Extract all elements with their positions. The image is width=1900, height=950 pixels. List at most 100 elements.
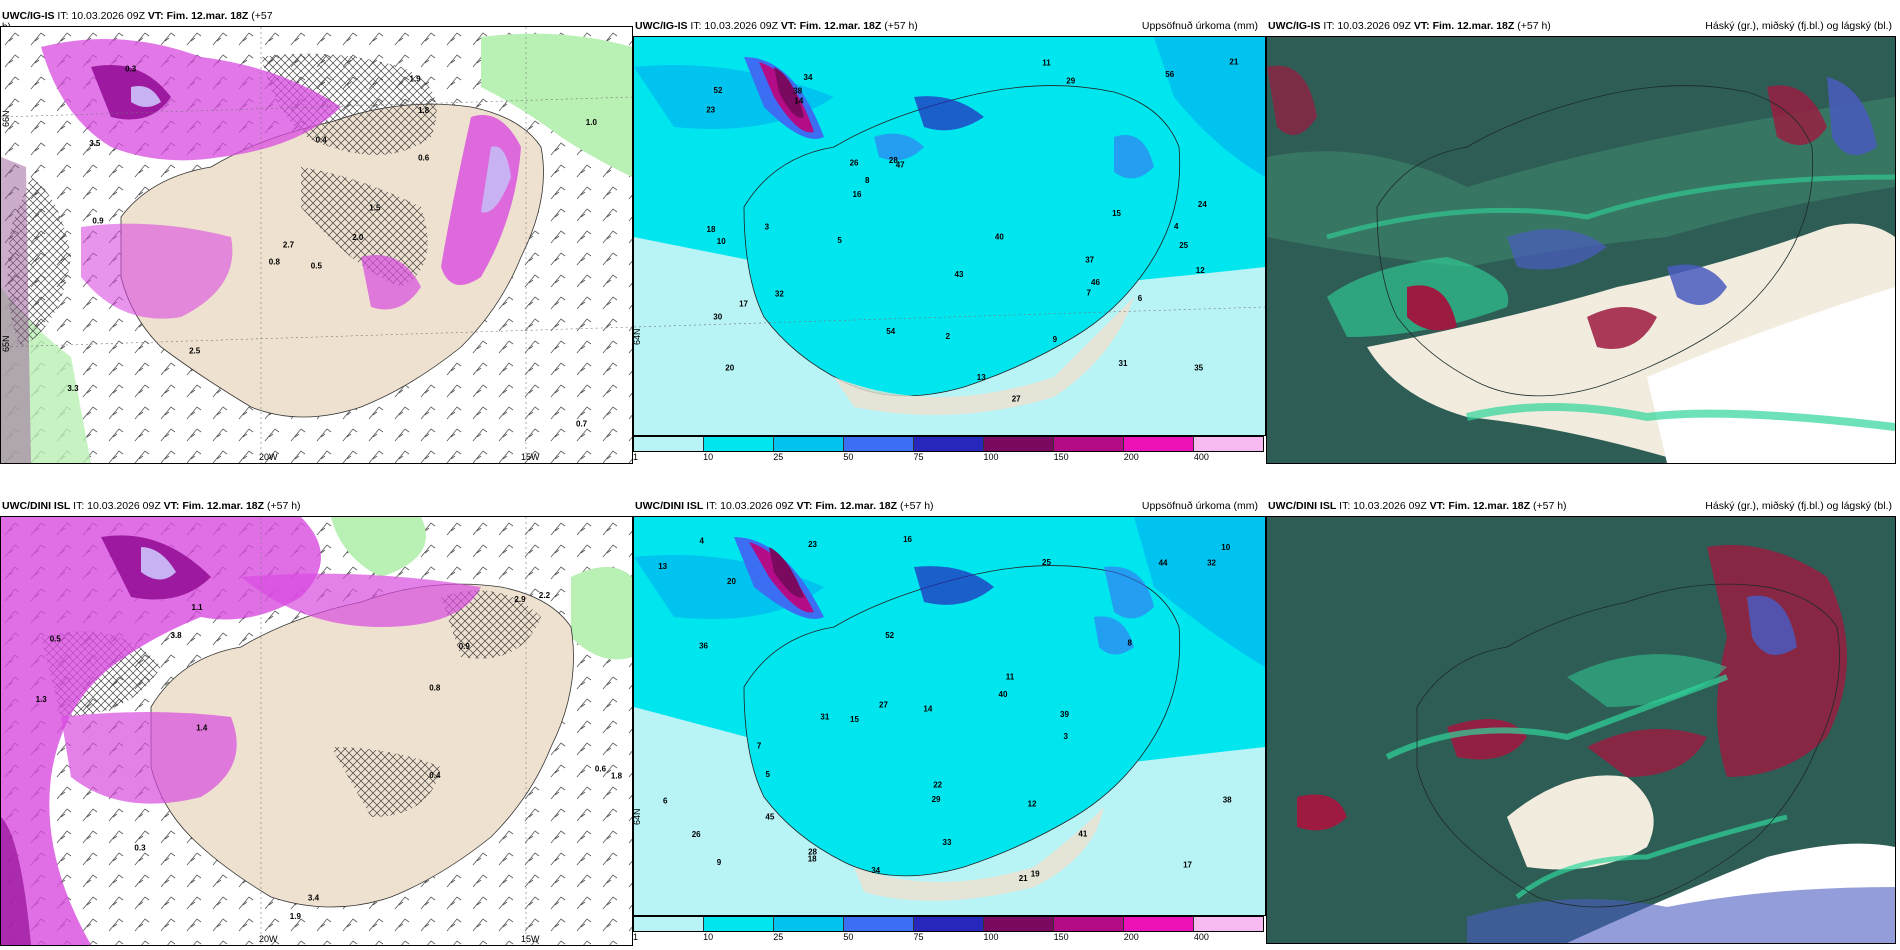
map-value-label: 24 — [1198, 200, 1207, 209]
panel-header: UWC/IG-IS IT: 10.03.2026 09Z VT: Fim. 12… — [635, 20, 1262, 36]
colorbar-segment — [704, 437, 774, 451]
map-value-label: 28 — [889, 156, 898, 165]
map-value-label: 40 — [999, 690, 1008, 699]
colorbar-ticks: 1 10 25 50 75 100 150 200 400 — [633, 452, 1264, 464]
map-value-label: 7 — [757, 742, 762, 751]
map-value-label: 0.8 — [429, 683, 441, 692]
colorbar-segment — [774, 437, 844, 451]
colorbar-tick: 50 — [843, 452, 854, 462]
colorbar-segment — [844, 917, 914, 931]
map-value-label: 26 — [850, 158, 859, 167]
map-value-label: 54 — [886, 327, 895, 336]
colorbar — [633, 436, 1264, 452]
map-value-label: 13 — [977, 373, 986, 382]
lon-label: 20W — [259, 934, 278, 944]
map-value-label: 0.9 — [459, 642, 471, 651]
map-value-label: 21 — [1229, 58, 1238, 67]
map-value-label: 0.7 — [576, 419, 588, 428]
map-cloud-cover[interactable] — [1266, 516, 1896, 944]
map-value-label: 2.0 — [352, 233, 364, 242]
map-value-label: 0.9 — [92, 217, 104, 226]
map-value-label: 27 — [879, 701, 888, 710]
map-value-label: 16 — [853, 190, 862, 199]
init-time: IT: 10.03.2026 09Z — [690, 20, 778, 32]
lead-time: (+57 h) — [266, 500, 301, 512]
map-value-label: 37 — [1085, 256, 1094, 265]
iceland-coastline — [1376, 85, 1814, 397]
map-precip-type[interactable]: 20W 15W 0.5 3.8 0.8 3.4 2.9 1.9 0.4 1.4 2.2 1.8 0.… — [0, 516, 633, 946]
map-value-label: 0.3 — [134, 844, 146, 853]
map-value-label: 0.6 — [418, 153, 430, 162]
map-value-label: 0.5 — [50, 635, 62, 644]
map-value-label: 34 — [871, 866, 880, 875]
map-value-label: 52 — [714, 86, 723, 95]
map-value-label: 15 — [850, 715, 859, 724]
map-value-label: 52 — [885, 631, 894, 640]
lon-label: 20W — [259, 452, 278, 462]
map-value-label: 2.7 — [283, 241, 295, 250]
map-value-label: 1.8 — [418, 106, 430, 115]
map-accum-precip[interactable]: 64N 37 25 20 34 47 31 30 29 26 27 23 18 52 35 54 24 43 40… — [633, 36, 1266, 436]
map-value-label: 8 — [865, 176, 870, 185]
map-value-label: 29 — [932, 795, 941, 804]
model-name: UWC/IG-IS — [1268, 20, 1321, 32]
valid-time: VT: Fim. 12.mar. 18Z — [780, 20, 882, 32]
colorbar-segment — [634, 917, 704, 931]
map-value-label: 38 — [793, 87, 802, 96]
init-time: IT: 10.03.2026 09Z — [73, 500, 161, 512]
map-value-label: 9 — [1053, 335, 1058, 344]
panel-clouds-ig: UWC/IG-IS IT: 10.03.2026 09Z VT: Fim. 12… — [1266, 10, 1900, 464]
map-precip-type[interactable]: 20W 15W 66N 65N 0.5 3.5 2.7 3.3 1.5 2.5 1.9 0.4… — [0, 26, 633, 464]
field-title: Uppsöfnuð úrkoma (mm) — [1141, 500, 1258, 512]
map-value-label: 2.5 — [189, 347, 201, 356]
map-value-label: 1.9 — [290, 912, 302, 921]
map-value-label: 38 — [1223, 796, 1232, 805]
map-value-label: 22 — [933, 781, 942, 790]
map-accum-precip[interactable]: 64N 34 21 28 41 23 20 31 17 16 52 44 33 27 29 25 40 36 18… — [633, 516, 1266, 916]
map-value-label: 10 — [717, 237, 726, 246]
map-value-label: 23 — [808, 540, 817, 549]
map-value-label: 8 — [1128, 639, 1133, 648]
colorbar-tick: 100 — [983, 932, 999, 942]
colorbar-tick: 25 — [773, 452, 784, 462]
map-value-label: 6 — [663, 797, 668, 806]
colorbar-tick: 150 — [1053, 932, 1069, 942]
map-value-label: 23 — [706, 106, 715, 115]
valid-time: VT: Fim. 12.mar. 18Z — [163, 500, 265, 512]
init-time: IT: 10.03.2026 09Z — [57, 10, 145, 22]
map-value-label: 46 — [1091, 278, 1100, 287]
map-value-label: 5 — [837, 236, 842, 245]
map-value-label: 1.1 — [192, 603, 204, 612]
map-value-label: 34 — [804, 73, 813, 82]
map-value-label: 26 — [692, 830, 701, 839]
colorbar-segment — [1194, 437, 1263, 451]
colorbar-segment — [1054, 917, 1124, 931]
panel-precip-type-dini: UWC/DINI ISL IT: 10.03.2026 09Z VT: Fim.… — [0, 490, 633, 950]
map-value-label: 47 — [896, 160, 905, 169]
map-value-label: 56 — [1165, 70, 1174, 79]
map-value-label: 30 — [713, 313, 722, 322]
valid-time: VT: Fim. 12.mar. 18Z — [147, 10, 249, 22]
map-value-label: 16 — [903, 535, 912, 544]
iceland-landmass — [743, 565, 1181, 877]
map-value-label: 31 — [1119, 359, 1128, 368]
colorbar-segment — [1054, 437, 1124, 451]
init-time: IT: 10.03.2026 09Z — [1339, 500, 1427, 512]
colorbar-tick: 100 — [983, 452, 999, 462]
map-value-label: 40 — [995, 233, 1004, 242]
map-value-label: 31 — [820, 712, 829, 721]
colorbar-tick: 1 — [633, 452, 639, 462]
map-value-label: 0.3 — [125, 64, 137, 73]
lat-label: 66N — [1, 110, 11, 127]
map-value-label: 2.2 — [539, 591, 551, 600]
map-value-label: 4 — [1174, 222, 1179, 231]
colorbar-tick: 200 — [1123, 932, 1139, 942]
map-value-label: 3 — [1064, 732, 1069, 741]
lon-label: 15W — [521, 934, 540, 944]
map-value-label: 44 — [1159, 559, 1168, 568]
map-value-label: 3.3 — [67, 384, 79, 393]
map-cloud-cover[interactable] — [1266, 36, 1896, 464]
panel-clouds-dini: UWC/DINI ISL IT: 10.03.2026 09Z VT: Fim.… — [1266, 490, 1900, 950]
map-value-label: 6 — [1138, 294, 1143, 303]
colorbar-segment — [704, 917, 774, 931]
